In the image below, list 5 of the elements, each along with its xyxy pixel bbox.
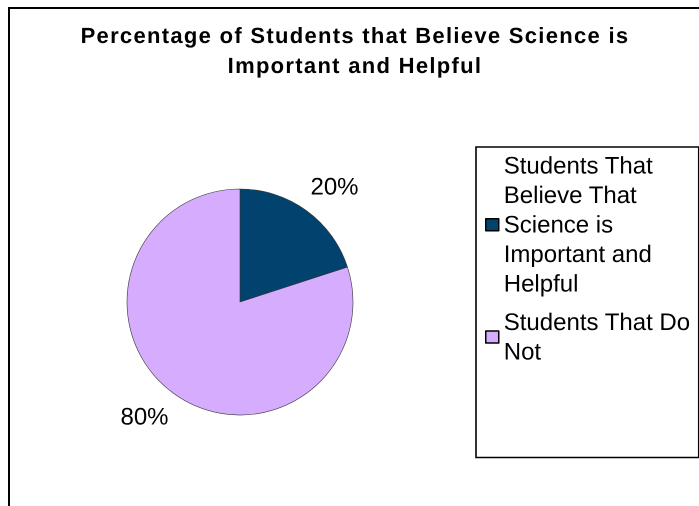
legend-label: Students That Do Not [504, 308, 697, 366]
data-label: 80% [120, 403, 169, 430]
chart-title: Percentage of Students that Believe Science is Important and Helpful [80, 22, 630, 80]
data-label: 20% [310, 174, 359, 201]
legend-label: Students That Believe That Science is Important and Helpful [504, 152, 660, 298]
